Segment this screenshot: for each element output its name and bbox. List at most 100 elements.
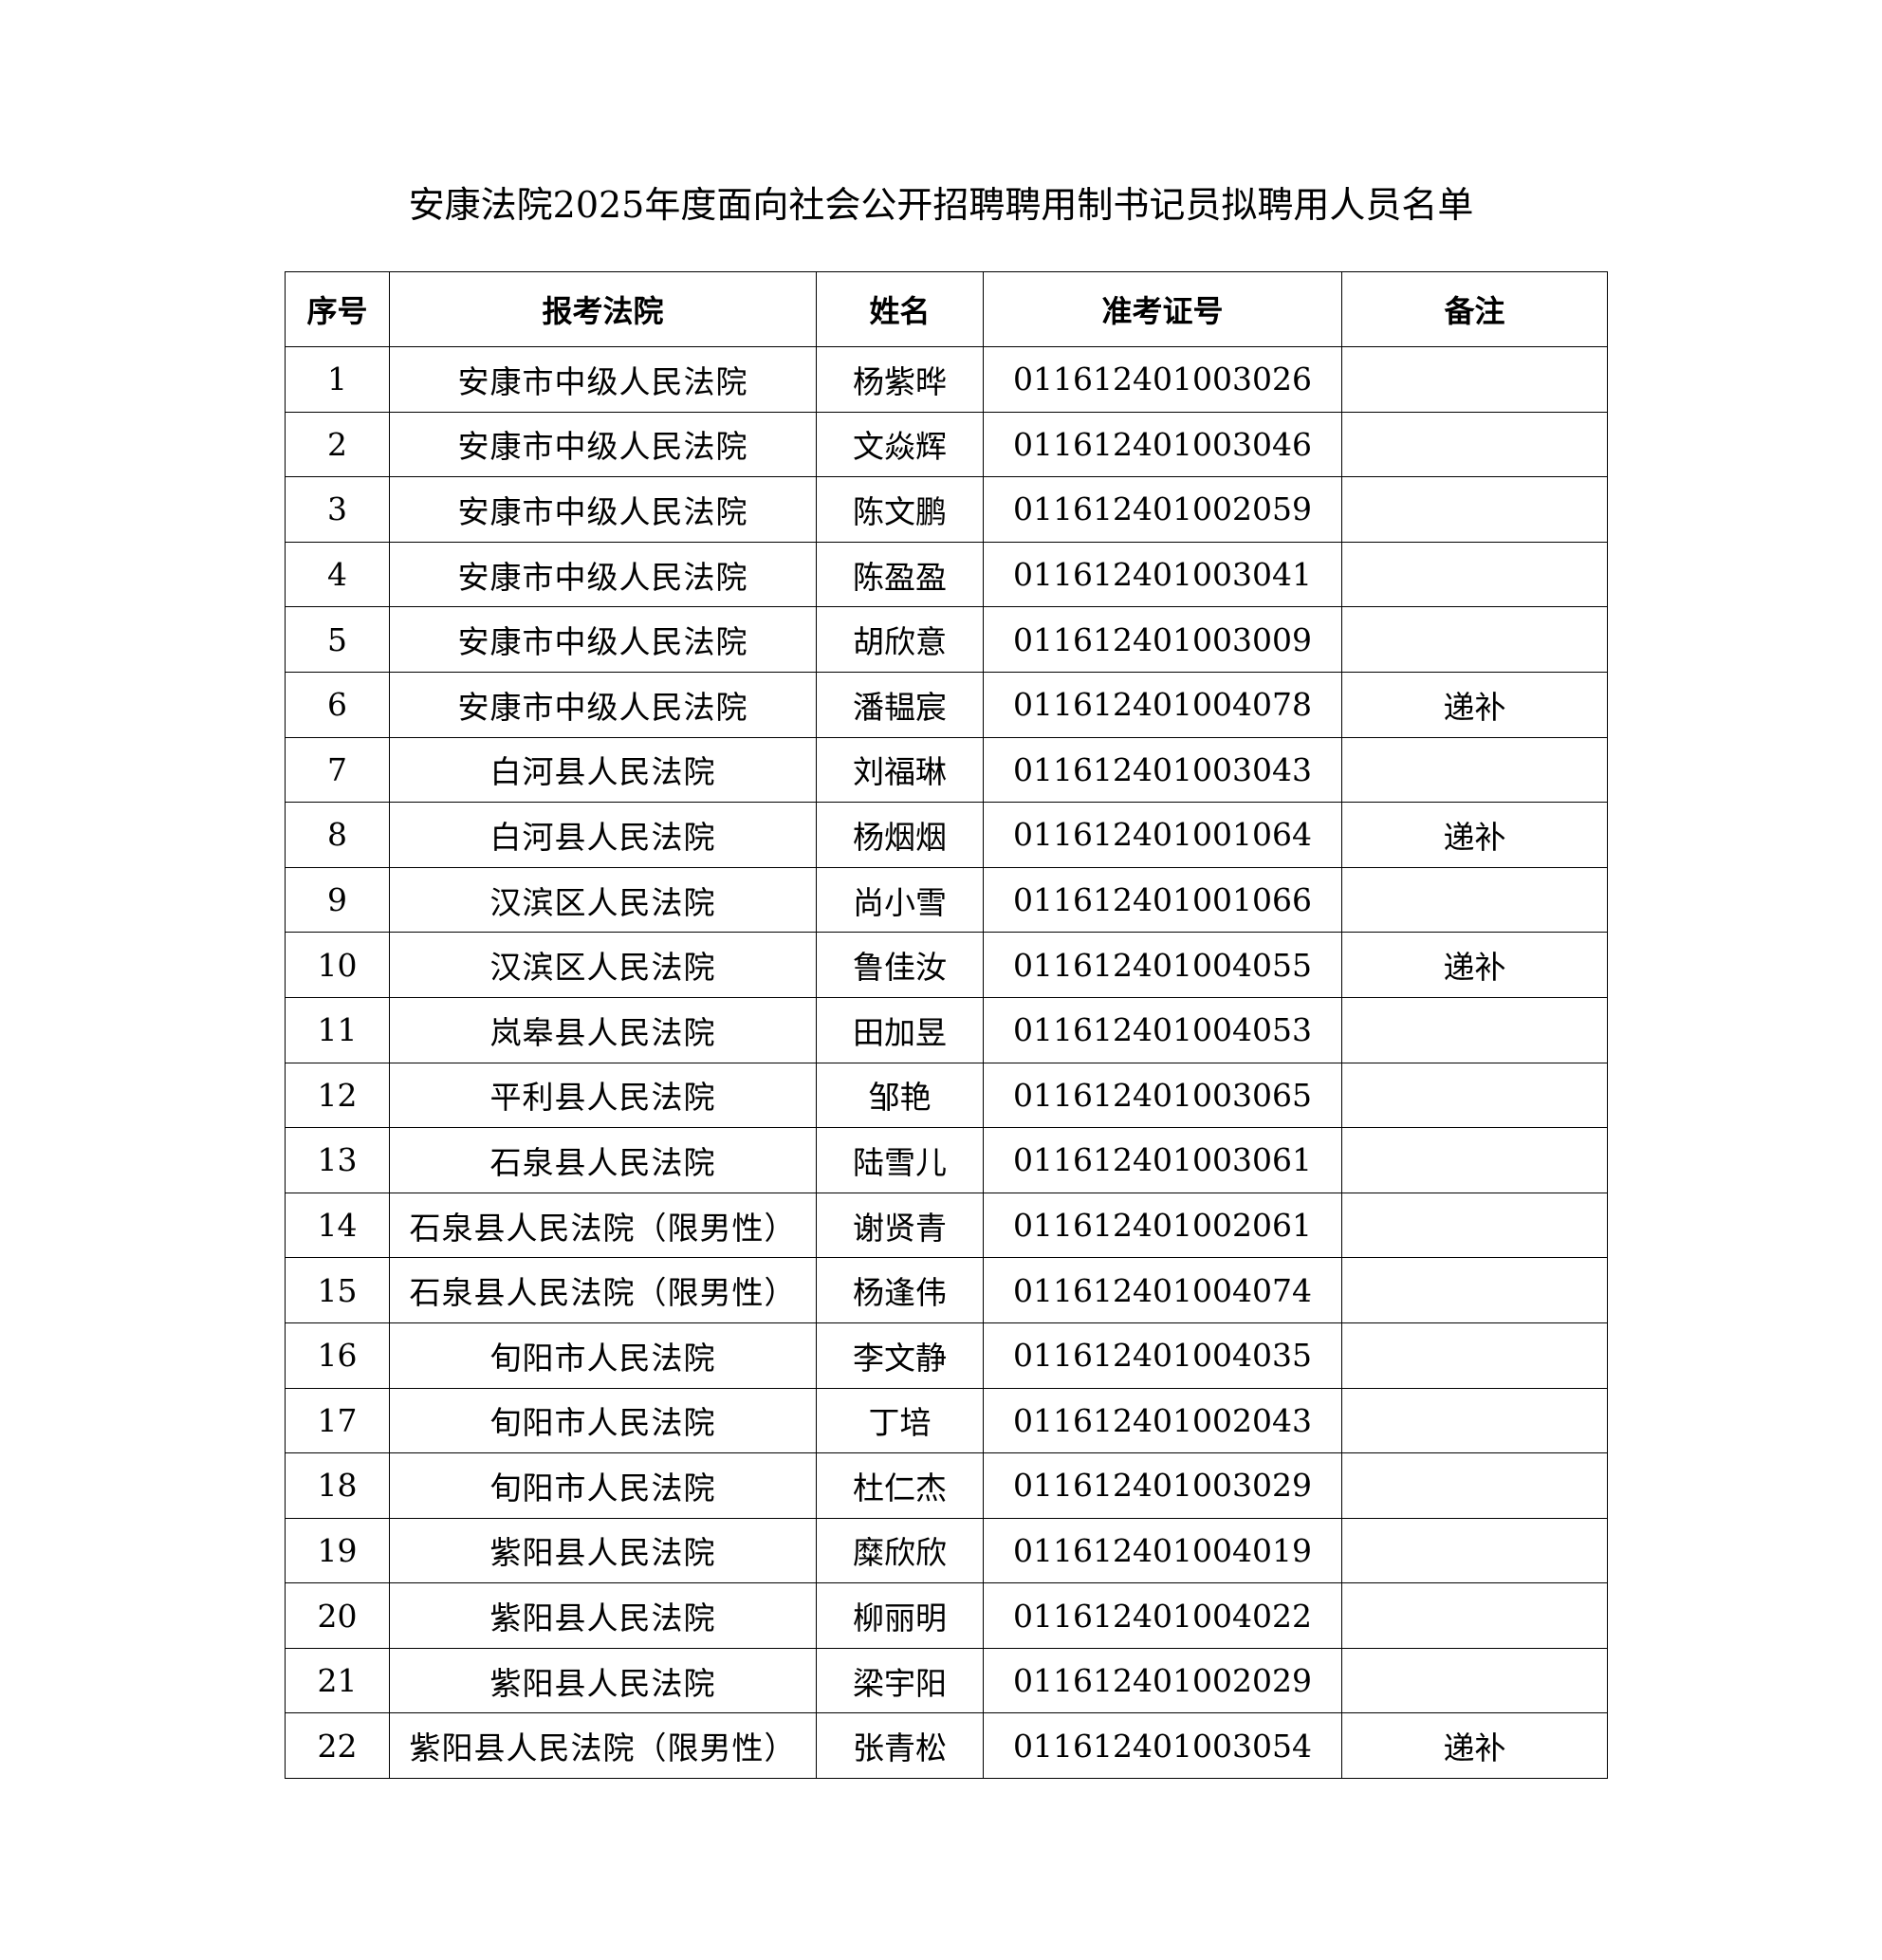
cell-court: 旬阳市人民法院 — [389, 1322, 817, 1389]
cell-no: 13 — [285, 1127, 390, 1193]
cell-court: 紫阳县人民法院 — [389, 1647, 817, 1714]
cell-note — [1341, 606, 1608, 673]
cell-note — [1341, 1127, 1608, 1193]
table-row: 11 岚皋县人民法院 田加昱 011612401004053 — [285, 996, 1608, 1063]
cell-ticket: 011612401002043 — [983, 1387, 1342, 1454]
cell-court: 安康市中级人民法院 — [389, 346, 817, 413]
cell-no: 18 — [285, 1452, 390, 1519]
cell-no: 10 — [285, 932, 390, 998]
cell-note — [1341, 1257, 1608, 1323]
cell-court: 石泉县人民法院（限男性） — [389, 1257, 817, 1323]
cell-ticket: 011612401004078 — [983, 671, 1342, 738]
cell-ticket: 011612401002029 — [983, 1647, 1342, 1714]
cell-ticket: 011612401004055 — [983, 932, 1342, 998]
cell-note — [1341, 1192, 1608, 1259]
cell-name: 刘福琳 — [816, 736, 984, 804]
cell-name: 柳丽明 — [816, 1582, 984, 1649]
header-court: 报考法院 — [389, 271, 817, 347]
cell-name: 陆雪儿 — [816, 1127, 984, 1193]
cell-no: 19 — [285, 1517, 390, 1584]
cell-no: 15 — [285, 1257, 390, 1323]
cell-court: 石泉县人民法院（限男性） — [389, 1192, 817, 1259]
cell-note: 递补 — [1341, 802, 1608, 868]
table-row: 8 白河县人民法院 杨烟烟 011612401001064 递补 — [285, 802, 1608, 868]
cell-ticket: 011612401001066 — [983, 866, 1342, 934]
cell-name: 杨烟烟 — [816, 802, 984, 868]
cell-ticket: 011612401002059 — [983, 476, 1342, 543]
cell-no: 5 — [285, 606, 390, 673]
cell-ticket: 011612401004035 — [983, 1322, 1342, 1389]
cell-court: 白河县人民法院 — [389, 802, 817, 868]
cell-no: 16 — [285, 1322, 390, 1389]
cell-ticket: 011612401004022 — [983, 1582, 1342, 1649]
cell-name: 文焱辉 — [816, 411, 984, 478]
cell-court: 石泉县人民法院 — [389, 1127, 817, 1193]
table-row: 3 安康市中级人民法院 陈文鹏 011612401002059 — [285, 476, 1608, 543]
cell-name: 李文静 — [816, 1322, 984, 1389]
cell-ticket: 011612401003061 — [983, 1127, 1342, 1193]
cell-no: 2 — [285, 411, 390, 478]
cell-court: 汉滨区人民法院 — [389, 866, 817, 934]
cell-no: 17 — [285, 1387, 390, 1454]
cell-name: 杨紫晔 — [816, 346, 984, 413]
candidate-table: 序号 报考法院 姓名 准考证号 备注 1 安康市中级人民法院 杨紫晔 01161240… — [285, 271, 1608, 1780]
cell-note — [1341, 736, 1608, 804]
cell-court: 紫阳县人民法院 — [389, 1582, 817, 1649]
cell-ticket: 011612401003065 — [983, 1062, 1342, 1129]
table-row: 2 安康市中级人民法院 文焱辉 011612401003046 — [285, 411, 1608, 478]
cell-ticket: 011612401003029 — [983, 1452, 1342, 1519]
cell-court: 旬阳市人民法院 — [389, 1387, 817, 1454]
table-row: 10 汉滨区人民法院 鲁佳汝 011612401004055 递补 — [285, 932, 1608, 998]
cell-no: 1 — [285, 346, 390, 413]
cell-ticket: 011612401004074 — [983, 1257, 1342, 1323]
table-row: 5 安康市中级人民法院 胡欣意 011612401003009 — [285, 606, 1608, 673]
table-row: 4 安康市中级人民法院 陈盈盈 011612401003041 — [285, 541, 1608, 608]
table-row: 13 石泉县人民法院 陆雪儿 011612401003061 — [285, 1127, 1608, 1193]
cell-no: 6 — [285, 671, 390, 738]
cell-name: 谢贤青 — [816, 1192, 984, 1259]
cell-ticket: 011612401001064 — [983, 802, 1342, 868]
cell-ticket: 011612401003009 — [983, 606, 1342, 673]
cell-note — [1341, 1517, 1608, 1584]
cell-court: 安康市中级人民法院 — [389, 411, 817, 478]
cell-name: 杨逢伟 — [816, 1257, 984, 1323]
cell-name: 陈盈盈 — [816, 541, 984, 608]
table-row: 18 旬阳市人民法院 杜仁杰 011612401003029 — [285, 1452, 1608, 1519]
cell-note: 递补 — [1341, 1712, 1608, 1780]
cell-ticket: 011612401003043 — [983, 736, 1342, 804]
cell-court: 旬阳市人民法院 — [389, 1452, 817, 1519]
table-row: 19 紫阳县人民法院 糜欣欣 011612401004019 — [285, 1517, 1608, 1584]
cell-note: 递补 — [1341, 671, 1608, 738]
table-row: 7 白河县人民法院 刘福琳 011612401003043 — [285, 736, 1608, 804]
cell-no: 12 — [285, 1062, 390, 1129]
cell-ticket: 011612401003041 — [983, 541, 1342, 608]
cell-no: 8 — [285, 802, 390, 868]
cell-name: 杜仁杰 — [816, 1452, 984, 1519]
table-row: 16 旬阳市人民法院 李文静 011612401004035 — [285, 1322, 1608, 1389]
cell-court: 白河县人民法院 — [389, 736, 817, 804]
cell-note — [1341, 476, 1608, 543]
cell-no: 20 — [285, 1582, 390, 1649]
cell-no: 22 — [285, 1712, 390, 1780]
cell-court: 平利县人民法院 — [389, 1062, 817, 1129]
table-row: 9 汉滨区人民法院 尚小雪 011612401001066 — [285, 866, 1608, 934]
cell-ticket: 011612401003046 — [983, 411, 1342, 478]
cell-note — [1341, 541, 1608, 608]
table-row: 20 紫阳县人民法院 柳丽明 011612401004022 — [285, 1582, 1608, 1649]
cell-name: 梁宇阳 — [816, 1647, 984, 1714]
header-note: 备注 — [1341, 271, 1608, 347]
cell-court: 紫阳县人民法院（限男性） — [389, 1712, 817, 1780]
table-row: 14 石泉县人民法院（限男性） 谢贤青 011612401002061 — [285, 1192, 1608, 1259]
table-row: 6 安康市中级人民法院 潘韫宸 011612401004078 递补 — [285, 671, 1608, 738]
header-ticket: 准考证号 — [983, 271, 1342, 347]
cell-court: 安康市中级人民法院 — [389, 606, 817, 673]
table-row: 21 紫阳县人民法院 梁宇阳 011612401002029 — [285, 1647, 1608, 1714]
cell-no: 3 — [285, 476, 390, 543]
cell-name: 张青松 — [816, 1712, 984, 1780]
cell-note — [1341, 411, 1608, 478]
cell-note — [1341, 866, 1608, 934]
table-header-row: 序号 报考法院 姓名 准考证号 备注 — [285, 271, 1608, 347]
cell-note — [1341, 1322, 1608, 1389]
cell-name: 胡欣意 — [816, 606, 984, 673]
cell-ticket: 011612401003054 — [983, 1712, 1342, 1780]
